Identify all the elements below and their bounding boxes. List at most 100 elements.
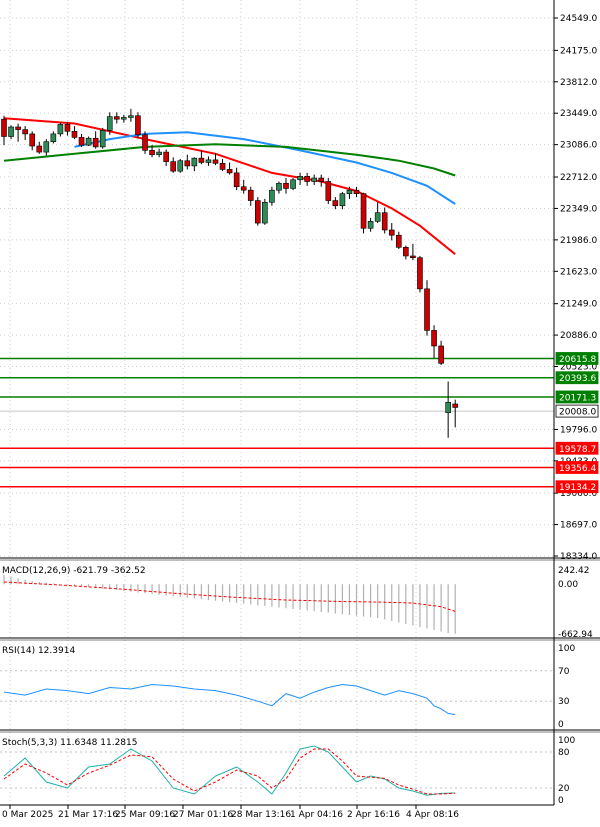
candle xyxy=(50,131,57,144)
candle xyxy=(99,127,106,149)
stoch-tick-label: 80 xyxy=(558,748,570,758)
bull-candle-body xyxy=(121,117,127,120)
bear-candle-body xyxy=(92,137,99,148)
candle xyxy=(85,136,92,147)
bear-candle-body xyxy=(212,159,219,164)
bull-candle-body xyxy=(374,212,381,222)
bear-candle-body xyxy=(71,131,78,138)
candle xyxy=(262,198,268,225)
bull-candle-body xyxy=(8,126,14,137)
candle xyxy=(149,145,155,158)
stoch-main-line xyxy=(3,745,456,796)
candle xyxy=(170,157,176,173)
bull-candle-body xyxy=(191,157,198,167)
time-tick-label: 28 Mar 13:16 xyxy=(231,810,291,820)
stoch-title: Stoch(5,3,3) 11.6348 11.2815 xyxy=(2,738,137,748)
bull-candle-body xyxy=(367,221,374,229)
candle xyxy=(156,148,162,158)
candle xyxy=(142,131,148,154)
stoch-tick-label: 0 xyxy=(558,796,564,806)
candle xyxy=(78,133,85,147)
bear-candle-body xyxy=(219,163,226,170)
bear-candle-body xyxy=(149,150,155,155)
bull-candle-body xyxy=(276,182,282,191)
price-tick-label: 19060.0 xyxy=(560,489,597,499)
rsi-line xyxy=(3,683,456,716)
candle xyxy=(205,156,212,166)
bear-candle-body xyxy=(353,189,360,194)
bull-candle-body xyxy=(156,151,162,155)
candle xyxy=(318,174,325,187)
candle xyxy=(106,112,113,135)
rsi-tick-label: 70 xyxy=(558,667,570,677)
candle xyxy=(381,207,388,234)
bull-candle-body xyxy=(297,176,303,181)
macd-signal-line xyxy=(3,581,456,612)
bear-candle-body xyxy=(438,345,444,364)
stoch-pane: 100 80 20 0 xyxy=(0,736,575,806)
bear-candle-body xyxy=(1,118,7,137)
bull-candle-body xyxy=(346,189,353,194)
price-axis-labels: 24549.0 24175.0 23812.0 23449.0 23086.0 22712… xyxy=(554,14,599,562)
level-badge xyxy=(555,371,599,385)
candle xyxy=(438,340,444,366)
price-tick-label: 18334.0 xyxy=(560,552,597,562)
bear-candle-body xyxy=(332,200,339,207)
bear-candle-body xyxy=(184,160,191,167)
bear-candle-body xyxy=(417,257,423,290)
price-tick-label: 23812.0 xyxy=(560,78,597,88)
candle xyxy=(339,191,346,210)
candle xyxy=(452,399,459,428)
candle xyxy=(353,186,360,198)
candle xyxy=(92,131,99,149)
level-badge-label: 19134.2 xyxy=(559,483,596,493)
candle xyxy=(219,159,226,172)
candle xyxy=(388,223,395,241)
bear-candle-body xyxy=(452,403,459,408)
candle xyxy=(22,126,28,140)
bear-candle-body xyxy=(170,161,176,172)
bear-candle-body xyxy=(247,189,254,201)
bear-candle-body xyxy=(22,129,28,135)
candle xyxy=(255,197,261,226)
candle xyxy=(417,255,423,293)
rsi-tick-label: 30 xyxy=(558,697,570,707)
time-tick-label: 27 Mar 01:16 xyxy=(173,810,233,820)
bull-candle-body xyxy=(311,177,318,182)
level-badge-label: 20393.6 xyxy=(559,374,596,384)
time-tick-label: 25 Mar 09:16 xyxy=(115,810,175,820)
stoch-tick-label: 100 xyxy=(558,736,575,746)
time-tick-label: 4 Apr 08:16 xyxy=(406,810,459,820)
macd-tick-label: 0.00 xyxy=(558,580,578,590)
candle xyxy=(332,197,339,210)
candle xyxy=(403,245,409,260)
bear-candle-body xyxy=(304,176,310,182)
candle xyxy=(29,131,36,151)
candle xyxy=(135,112,141,139)
candle xyxy=(191,157,198,172)
bear-candle-body xyxy=(29,133,36,147)
level-badge xyxy=(555,480,599,494)
candle xyxy=(177,159,184,173)
level-badge xyxy=(555,390,599,404)
axes xyxy=(0,0,600,806)
bull-candle-body xyxy=(290,179,296,189)
candle xyxy=(325,178,332,205)
rsi-pane: 100 70 30 0 xyxy=(0,644,575,730)
bear-candle-body xyxy=(424,288,430,331)
bear-candle-body xyxy=(318,177,325,182)
candle xyxy=(121,114,127,123)
horizontal-levels xyxy=(0,357,554,488)
price-tick-label: 21249.0 xyxy=(560,300,597,310)
candles xyxy=(1,108,459,438)
stoch-signal-line xyxy=(3,748,456,795)
bull-candle-body xyxy=(339,193,346,207)
candle xyxy=(1,115,7,146)
candle xyxy=(184,154,191,170)
bear-candle-body xyxy=(64,124,71,132)
level-badge xyxy=(555,461,599,474)
candle xyxy=(269,186,275,206)
